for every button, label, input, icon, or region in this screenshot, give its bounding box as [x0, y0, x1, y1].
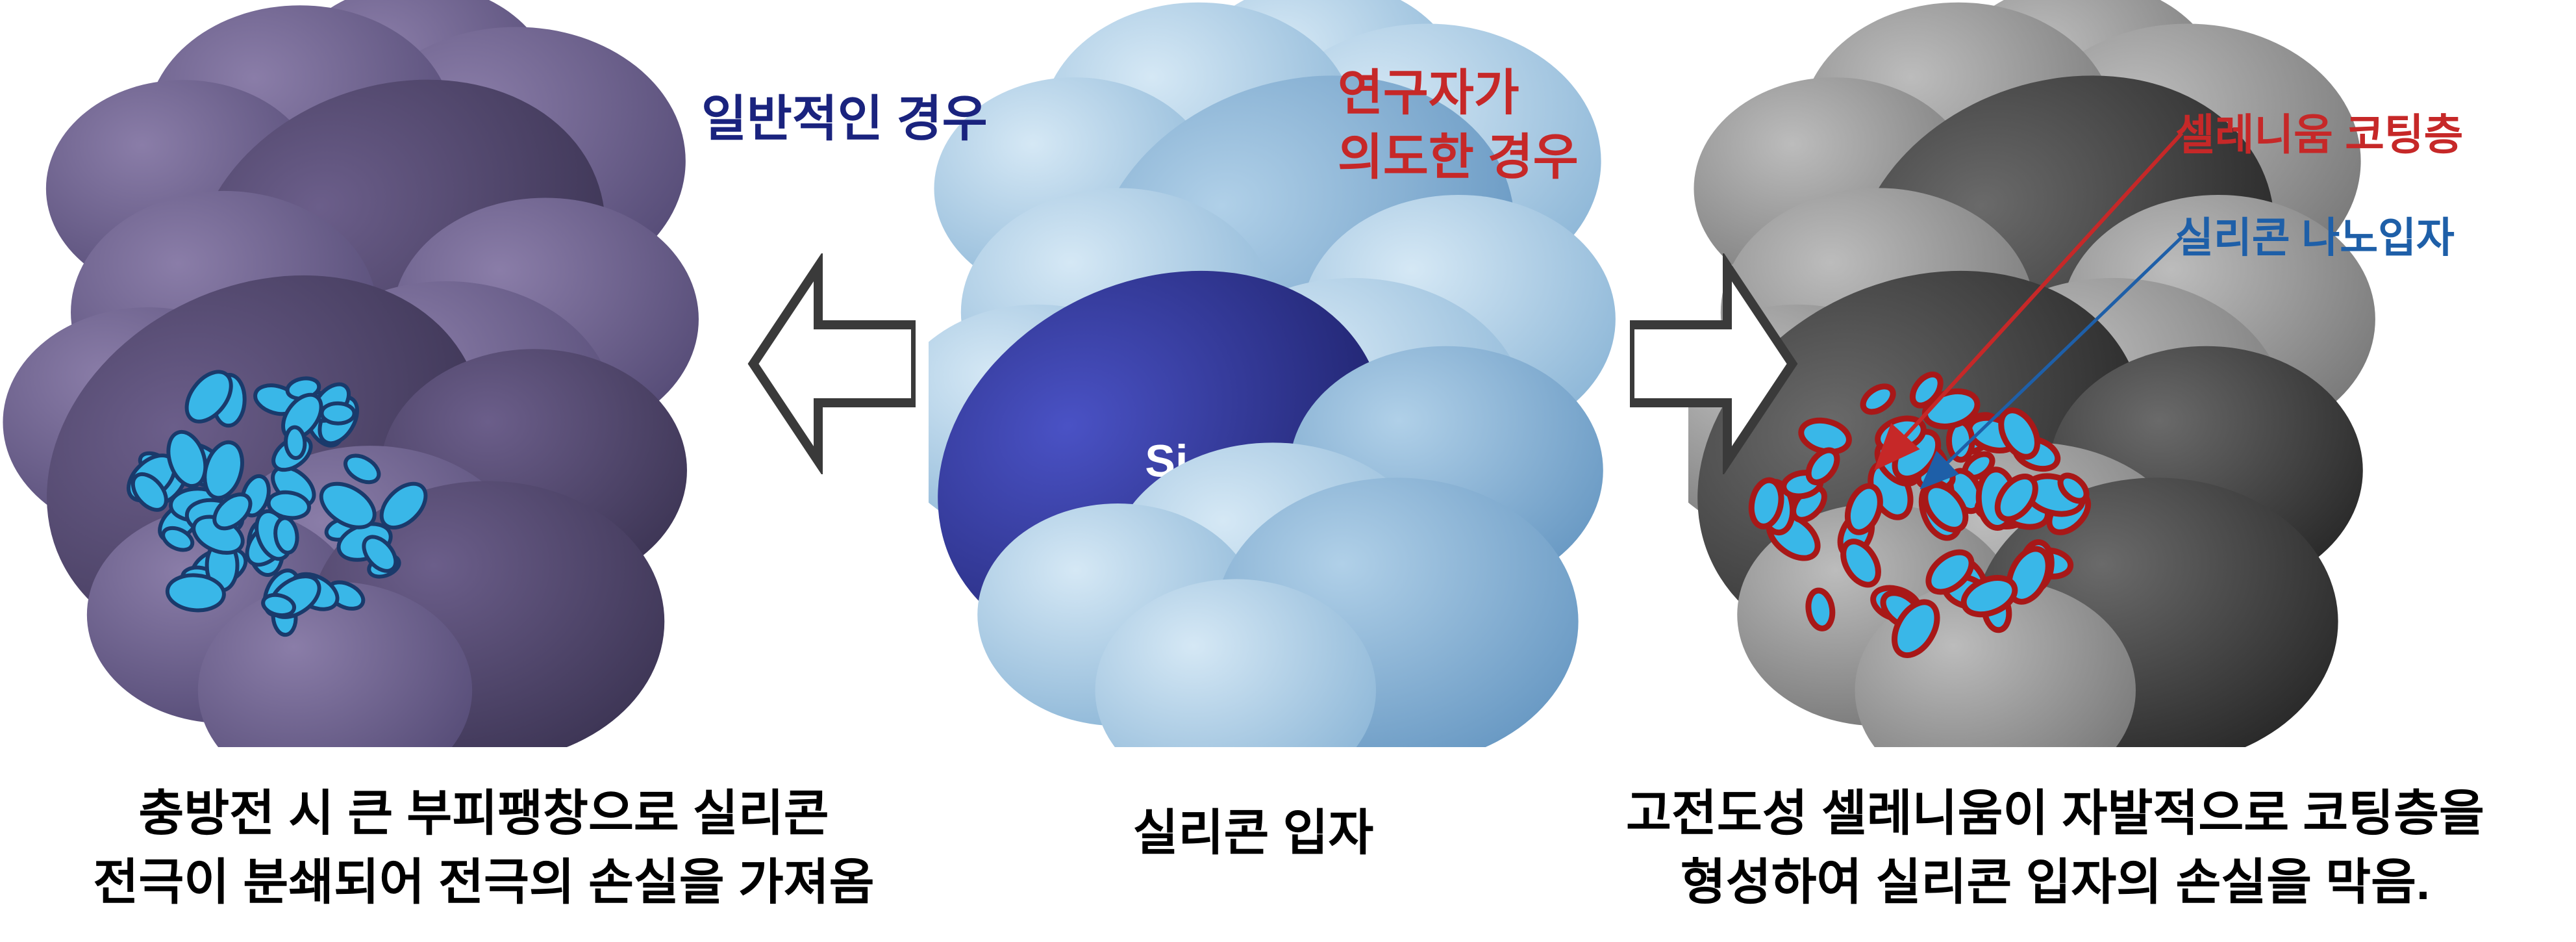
diagram-container: Si 일반적인 경우 연구자가 의도한 경우	[0, 0, 2576, 942]
annot-se-coating: 셀레니움 코팅층	[2175, 107, 2463, 163]
label-intended-case: 연구자가 의도한 경우	[1338, 62, 1579, 190]
arrow-left	[747, 253, 916, 474]
annot-si-nano: 실리콘 나노입자	[2175, 211, 2455, 265]
left-panel	[0, 0, 779, 747]
arrow-right	[1630, 253, 1799, 474]
caption-right: 고전도성 셀레니움이 자발적으로 코팅층을 형성하여 실리콘 입자의 손실을 막…	[1539, 780, 2571, 918]
label-general-case: 일반적인 경우	[701, 88, 988, 152]
caption-center: 실리콘 입자	[1026, 799, 1481, 868]
caption-left: 충방전 시 큰 부피팽창으로 실리콘 전극이 분쇄되어 전극의 손실을 가져옴	[6, 780, 961, 918]
